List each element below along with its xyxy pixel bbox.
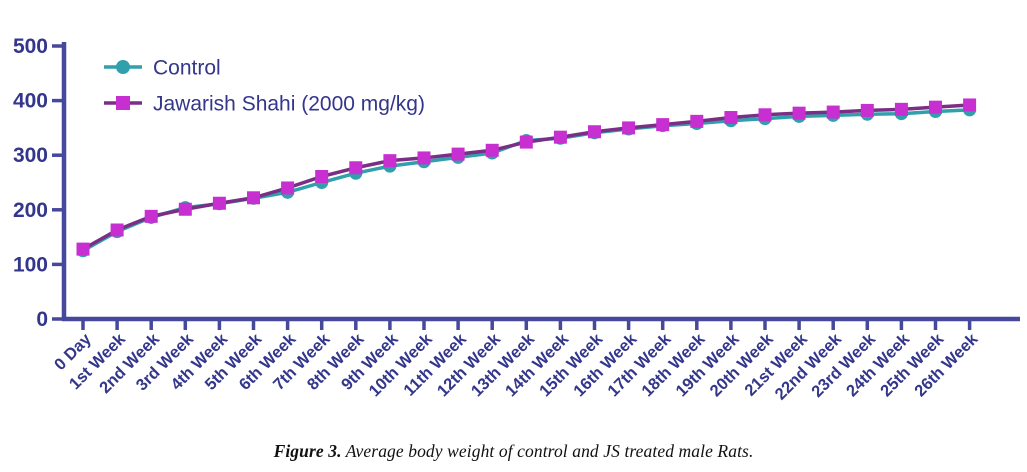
legend-label: Jawarish Shahi (2000 mg/kg) xyxy=(153,93,425,116)
data-point-marker xyxy=(417,151,431,165)
data-point-marker xyxy=(860,103,874,117)
y-tick-label: 200 xyxy=(13,199,48,222)
data-point-marker xyxy=(553,130,567,144)
data-point-marker xyxy=(281,181,295,195)
data-point-marker xyxy=(724,111,738,125)
data-point-marker xyxy=(588,125,601,139)
series-line xyxy=(81,103,972,251)
data-point-marker xyxy=(792,106,806,120)
data-point-marker xyxy=(690,114,704,128)
data-point-marker xyxy=(144,209,158,223)
figure-caption: Figure 3. Average body weight of control… xyxy=(0,441,1027,462)
series-line xyxy=(81,108,972,253)
data-point-marker xyxy=(451,147,465,161)
data-point-marker xyxy=(110,223,124,237)
series-circle xyxy=(76,103,977,258)
data-point-marker xyxy=(485,143,499,157)
y-tick-label: 100 xyxy=(13,253,48,276)
legend-square-marker xyxy=(116,96,130,110)
data-point-marker xyxy=(758,108,772,122)
y-tick-label: 500 xyxy=(13,35,48,58)
data-point-marker xyxy=(178,202,192,216)
axes xyxy=(61,42,1020,322)
data-point-marker xyxy=(963,98,977,112)
data-point-marker xyxy=(656,118,670,132)
figure-caption-label: Figure 3. xyxy=(273,441,342,461)
legend: Control Jawarish Shahi (2000 mg/kg) xyxy=(104,57,425,116)
data-point-marker xyxy=(894,102,908,116)
data-point-marker xyxy=(315,169,329,183)
y-tick-label: 400 xyxy=(13,90,48,113)
y-tick-label: 300 xyxy=(13,144,48,167)
data-point-marker xyxy=(349,161,363,175)
series-square xyxy=(76,98,977,256)
figure-caption-text: Average body weight of control and JS tr… xyxy=(341,441,754,461)
data-point-marker xyxy=(383,154,397,168)
data-point-marker xyxy=(212,196,226,210)
data-point-marker xyxy=(519,135,533,149)
legend-circle-marker xyxy=(116,60,130,74)
data-point-marker xyxy=(622,121,636,135)
y-axis-ticks: 0 100 200 300 400 500 xyxy=(13,35,62,331)
y-tick-label: 0 xyxy=(36,308,48,331)
data-point-marker xyxy=(76,242,90,256)
legend-label: Control xyxy=(153,57,221,80)
data-point-marker xyxy=(929,100,942,114)
data-point-marker xyxy=(247,191,260,205)
data-point-marker xyxy=(826,105,840,119)
